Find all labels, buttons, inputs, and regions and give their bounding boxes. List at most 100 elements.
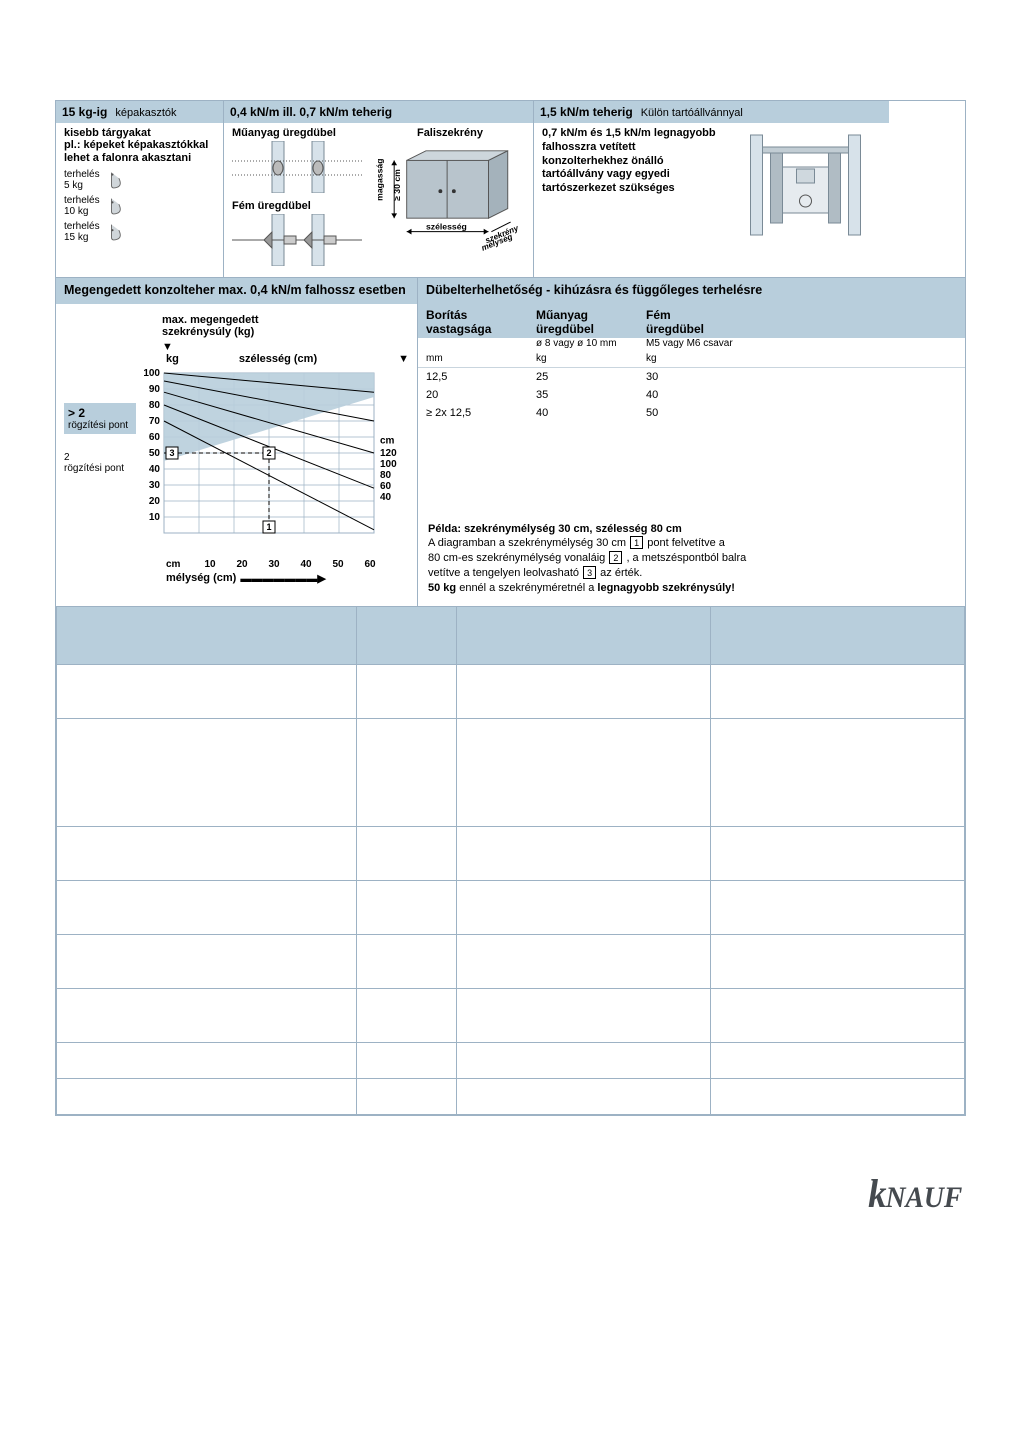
section1-header: 15 kg-ig képakasztók (56, 101, 223, 123)
ex-l1a: A diagramban a szekrénymélység 30 cm (428, 537, 626, 549)
svg-text:100: 100 (143, 369, 160, 379)
cell-metal: 30 (638, 371, 965, 383)
hook-label: terhelés15 kg (64, 221, 100, 243)
dubel-table-header: Dübelterhelhetőség - kihúzásra és függől… (418, 278, 965, 304)
th-metal-1: Fém (646, 308, 671, 322)
section-15kg: 15 kg-ig képakasztók kisebb tárgyakat pl… (56, 101, 224, 277)
svg-text:≥ 30 cm: ≥ 30 cm (392, 169, 402, 201)
ex-l3b: az érték. (600, 567, 642, 579)
metal-dubel-diagram (232, 214, 367, 266)
hook-icon (106, 169, 128, 191)
hook-row: terhelés10 kg " r="1.2" fill="#555"/> (64, 195, 215, 217)
th-metal-2: üregdübel (646, 322, 704, 336)
th-plastic-2: üregdübel (536, 322, 594, 336)
svg-text:50: 50 (149, 448, 161, 459)
top-row: 15 kg-ig képakasztók kisebb tárgyakat pl… (56, 101, 965, 277)
svg-text:120: 120 (380, 448, 397, 459)
svg-text:1: 1 (266, 522, 271, 532)
table-row (57, 988, 965, 1042)
section1-line2: pl.: képeket képakasztókkal lehet a falo… (64, 139, 215, 165)
dubel-table-panel: Dübelterhelhetőség - kihúzásra és függől… (418, 278, 965, 606)
legend-gt2-sub: rögzítési pont (68, 420, 132, 431)
load-chart: 123100908070605040302010cm120100806040 (136, 369, 404, 557)
svg-text:40: 40 (380, 492, 392, 503)
ex-l2a: 80 cm-es szekrénymélység vonaláig (428, 552, 605, 564)
th-plastic-1: Műanyag (536, 308, 588, 322)
hook-row: terhelés5 kg (64, 169, 215, 191)
ex-l3a: vetítve a tengelyen leolvasható (428, 567, 579, 579)
svg-text:10: 10 (149, 512, 161, 523)
svg-text:70: 70 (149, 416, 161, 427)
knauf-logo: kNAUF (868, 1170, 962, 1217)
max-label-2: szekrénysúly (kg) (162, 326, 259, 339)
max-label-1: max. megengedett (162, 314, 259, 327)
cm-label: cm (166, 559, 190, 570)
cell-plastic: 40 (528, 407, 638, 419)
unit-kg1: kg (528, 353, 638, 364)
plastic-dubel-diagram (232, 141, 367, 193)
ex-l1b: pont felvetítve a (647, 537, 725, 549)
svg-text:30: 30 (149, 480, 161, 491)
legend-2-sub: rögzítési pont (64, 463, 136, 474)
ex-l4a: 50 kg (428, 582, 456, 594)
svg-text:90: 90 (149, 384, 161, 395)
kg-label: kg (166, 353, 179, 365)
depth-cm-label: mélység (cm) (166, 572, 236, 584)
support-frame-diagram (730, 127, 881, 239)
unit-kg2: kg (638, 353, 965, 364)
hook-label: terhelés10 kg (64, 195, 100, 217)
section3-text: 0,7 kN/m és 1,5 kN/m legnagyobb falhossz… (542, 127, 722, 239)
section3-header: 1,5 kN/m teherig Külön tartóállvánnyal (534, 101, 889, 123)
table-row (57, 718, 965, 826)
ex-l4c: legnagyobb szekrénysúly! (597, 582, 735, 594)
hook-icon: " r="1.2" fill="#555"/> (106, 195, 128, 217)
example-title: Példa: szekrénymélység 30 cm, szélesség … (428, 522, 955, 537)
section3-title: 1,5 kN/m teherig (540, 105, 633, 119)
legend-gt2: > 2 (68, 406, 132, 420)
table-row (57, 1042, 965, 1078)
section-mid-load: 0,4 kN/m ill. 0,7 kN/m teherig Műanyag ü… (224, 101, 534, 277)
ex-l4b: ennél a szekrényméretnél a (459, 582, 594, 594)
cabinet-title: Faliszekrény (373, 127, 527, 139)
main-panel: 15 kg-ig képakasztók kisebb tárgyakat pl… (55, 100, 966, 1116)
marker-2-icon: 2 (609, 551, 622, 564)
cabinet-diagram: magasság ≥ 30 cm szélesség szekrény mély… (373, 141, 527, 253)
chart-legend: > 2 rögzítési pont 2 rögzítési pont (64, 403, 136, 557)
table-row (57, 934, 965, 988)
section3-subtitle: Külön tartóállvánnyal (641, 107, 743, 119)
metal-dubel-title: Fém üregdübel (232, 200, 367, 212)
sub-plastic: ø 8 vagy ø 10 mm (528, 338, 638, 349)
x-ticks: 102030405060 (194, 559, 386, 570)
svg-text:2: 2 (266, 448, 271, 458)
hook-label: terhelés5 kg (64, 169, 100, 191)
cell-thickness: 20 (418, 389, 528, 401)
dubel-data-row: ≥ 2x 12,54050 (418, 404, 965, 422)
ex-l2b: , a metszéspontból balra (626, 552, 746, 564)
svg-text:40: 40 (149, 464, 161, 475)
cell-plastic: 25 (528, 371, 638, 383)
chart-panel: Megengedett konzolteher max. 0,4 kN/m fa… (56, 278, 418, 606)
sub-metal: M5 vagy M6 csavar (638, 338, 965, 349)
svg-text:80: 80 (380, 470, 392, 481)
cell-thickness: ≥ 2x 12,5 (418, 407, 528, 419)
svg-text:szélesség: szélesség (426, 222, 467, 232)
section1-subtitle: képakasztók (115, 107, 176, 119)
section2-header: 0,4 kN/m ill. 0,7 kN/m teherig (224, 101, 533, 123)
hook-icon: " r="1.2" fill="#555"/>" r="1.2" fill="#… (106, 221, 128, 243)
empty-data-table (56, 606, 965, 1115)
chart-header: Megengedett konzolteher max. 0,4 kN/m fa… (56, 278, 417, 304)
table-row (57, 1078, 965, 1114)
cell-metal: 40 (638, 389, 965, 401)
svg-text:magasság: magasság (375, 159, 385, 201)
cell-metal: 50 (638, 407, 965, 419)
section1-title: 15 kg-ig (62, 105, 107, 119)
th-boritas-2: vastagsága (426, 322, 491, 336)
table-row (57, 664, 965, 718)
th-boritas-1: Borítás (426, 308, 467, 322)
section1-line1: kisebb tárgyakat (64, 127, 215, 139)
svg-text:cm: cm (380, 435, 395, 446)
svg-text:60: 60 (380, 481, 392, 492)
dubel-data-row: 12,52530 (418, 368, 965, 386)
marker-1-icon: 1 (630, 536, 643, 549)
table-row (57, 826, 965, 880)
